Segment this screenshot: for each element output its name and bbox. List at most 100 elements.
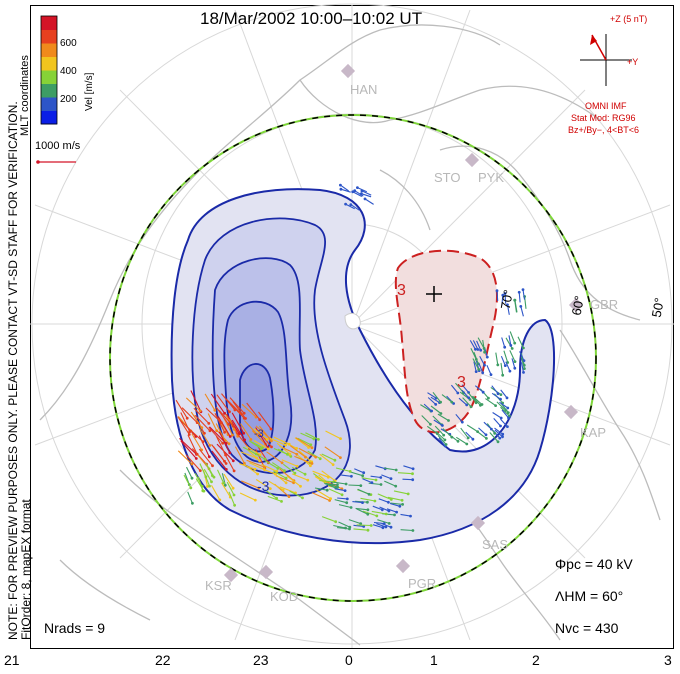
vector-origin [242, 416, 246, 420]
vector-origin [242, 411, 246, 415]
velocity-vector [282, 463, 296, 474]
velocity-vector [255, 425, 271, 440]
velocity-vector [384, 480, 396, 487]
vector-origin [333, 458, 337, 462]
vector-origin [384, 512, 388, 516]
velocity-vector [321, 516, 336, 523]
vector-origin [224, 462, 228, 465]
velocity-vectors [175, 183, 527, 532]
vector-origin [474, 370, 478, 373]
velocity-vector [387, 496, 403, 501]
velocity-vector [517, 336, 524, 349]
vector-origin [496, 392, 500, 396]
velocity-vector [211, 485, 221, 501]
vector-origin [359, 484, 363, 487]
vector-origin [349, 506, 353, 509]
vector-origin [339, 456, 342, 459]
velocity-vector [427, 397, 437, 405]
scale-swatch [41, 43, 57, 57]
velocity-vector [243, 463, 258, 475]
vector-origin [398, 504, 402, 508]
velocity-vector [361, 193, 372, 198]
vector-origin [207, 422, 211, 425]
velocity-vector [273, 436, 290, 445]
vector-origin [498, 436, 502, 440]
mlt-tick-21: 21 [4, 652, 20, 668]
velocity-vector [509, 331, 516, 344]
vector-origin [221, 441, 225, 445]
velocity-vector [495, 352, 499, 365]
vector-origin [223, 483, 227, 487]
vector-origin [522, 346, 525, 350]
vector-origin [506, 411, 510, 414]
velocity-vector [350, 204, 360, 211]
velocity-vector [372, 505, 383, 511]
mlt-tick-2: 2 [532, 652, 540, 668]
vector-origin [401, 503, 404, 506]
velocity-vector [261, 463, 278, 472]
velocity-vector [211, 450, 227, 470]
velocity-vector [426, 425, 438, 435]
velocity-vector [246, 459, 265, 468]
vector-origin [211, 474, 214, 477]
vector-origin [317, 438, 320, 441]
velocity-vector [376, 523, 387, 528]
vector-origin [194, 457, 198, 460]
velocity-vector [352, 191, 363, 197]
velocity-vector [338, 504, 352, 509]
velocity-vector [258, 411, 272, 430]
velocity-vector [458, 397, 468, 406]
vector-origin [207, 455, 211, 459]
velocity-vector [215, 423, 226, 441]
vector-origin [312, 437, 316, 441]
velocity-vector [291, 466, 306, 475]
velocity-vector [500, 362, 504, 376]
velocity-vector [437, 434, 447, 445]
vector-origin [481, 390, 485, 394]
velocity-vector [437, 413, 449, 421]
fit-order: FitOrder: 8, mapEX format [19, 499, 33, 640]
vector-origin [485, 437, 488, 440]
velocity-vector [221, 482, 231, 498]
vector-origin [480, 403, 484, 406]
vector-origin [331, 463, 335, 466]
vector-origin [501, 432, 505, 436]
velocity-vector [390, 502, 403, 505]
velocity-vector [386, 508, 397, 513]
vector-origin [411, 529, 415, 532]
vector-origin [232, 469, 236, 473]
site-ksr: KSR [205, 578, 232, 593]
velocity-vector [333, 481, 347, 485]
velocity-vector [477, 337, 485, 349]
vector-origin [444, 443, 448, 446]
vector-origin [339, 437, 342, 440]
velocity-vector [522, 289, 526, 300]
vector-origin [499, 397, 502, 401]
velocity-vector [472, 358, 480, 370]
velocity-vector [479, 355, 485, 366]
scale-swatch [41, 83, 57, 98]
velocity-vector [319, 453, 334, 466]
vector-origin [505, 396, 509, 400]
vector-origin [400, 498, 404, 502]
velocity-vector [505, 337, 513, 349]
velocity-vector [478, 427, 487, 436]
vector-origin [286, 452, 289, 456]
vector-origin [309, 464, 312, 468]
velocity-vector [279, 486, 296, 494]
vector-origin [190, 476, 194, 480]
vector-origin [223, 411, 227, 415]
n-rads: Nrads = 9 [44, 620, 106, 636]
vector-origin [258, 459, 261, 463]
velocity-vector [361, 190, 372, 196]
velocity-vector [341, 474, 352, 477]
site-gbr: GBR [590, 297, 619, 312]
vector-origin [375, 514, 379, 518]
vector-origin [496, 440, 500, 444]
vector-origin [474, 358, 478, 361]
velocity-vector [383, 467, 397, 471]
velocity-vector [357, 488, 370, 495]
vector-origin [456, 439, 460, 443]
velocity-vector [179, 437, 197, 455]
vector-origin [503, 345, 507, 349]
